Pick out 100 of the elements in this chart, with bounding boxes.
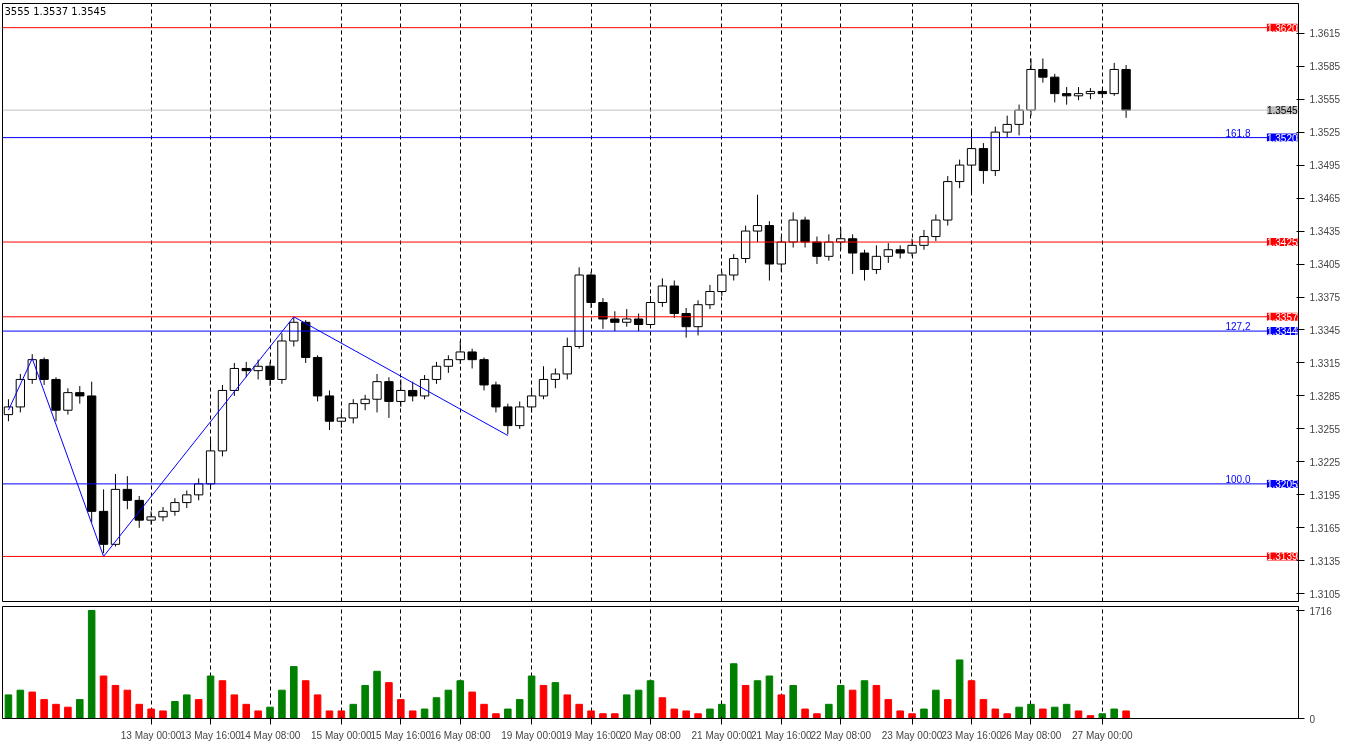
bar bbox=[670, 708, 679, 719]
bar bbox=[99, 675, 108, 719]
bar bbox=[658, 697, 667, 719]
bar bbox=[753, 680, 762, 719]
candlestick bbox=[752, 194, 763, 243]
bar bbox=[872, 684, 881, 719]
bar bbox=[860, 680, 869, 719]
y-tick-label: 1716 bbox=[1309, 605, 1333, 617]
candlestick bbox=[824, 233, 834, 262]
candlestick bbox=[859, 249, 870, 282]
candlestick bbox=[289, 316, 299, 347]
x-tick-label: 19 May 00:00 bbox=[501, 729, 563, 741]
y-tick-label: 1.3225 bbox=[1309, 456, 1341, 468]
bar bbox=[337, 710, 346, 719]
y-tick-label: 1.3585 bbox=[1309, 61, 1341, 73]
bar bbox=[1062, 703, 1071, 719]
bar bbox=[1098, 713, 1107, 719]
x-tick-label: 16 May 08:00 bbox=[429, 729, 491, 741]
ref-line-label: 1.3357 bbox=[1266, 311, 1298, 323]
candlestick bbox=[526, 389, 537, 413]
ref-line-label: 1.3344 bbox=[1266, 326, 1298, 338]
candlestick bbox=[408, 381, 418, 402]
ref-line-label: 1.3545 bbox=[1266, 105, 1298, 117]
x-tick-label: 13 May 00:00 bbox=[120, 729, 182, 741]
bar bbox=[28, 691, 36, 719]
bar bbox=[646, 680, 655, 719]
bar bbox=[1122, 710, 1130, 719]
bar bbox=[1110, 708, 1118, 719]
candlestick bbox=[610, 310, 620, 332]
x-tick-label: 21 May 00:00 bbox=[691, 729, 753, 741]
bar bbox=[884, 699, 893, 719]
candlestick bbox=[1014, 104, 1024, 136]
bar bbox=[147, 708, 155, 719]
ref-line-label: 1.3620 bbox=[1266, 22, 1298, 34]
candlestick bbox=[372, 373, 382, 413]
bar bbox=[16, 689, 25, 719]
bar bbox=[206, 675, 215, 719]
bar bbox=[408, 710, 417, 719]
bar bbox=[480, 703, 488, 719]
bar bbox=[1015, 706, 1023, 719]
bar bbox=[171, 701, 179, 719]
bar bbox=[183, 694, 191, 719]
y-tick-label: 1.3435 bbox=[1309, 226, 1341, 238]
x-tick-label: 14 May 08:00 bbox=[239, 729, 301, 741]
x-tick-label: 26 May 08:00 bbox=[1000, 729, 1062, 741]
bar bbox=[159, 710, 167, 719]
y-tick-label: 1.3525 bbox=[1309, 127, 1341, 139]
ref-line-label: 1.3425 bbox=[1266, 237, 1298, 249]
candlestick bbox=[931, 214, 941, 242]
bar bbox=[254, 710, 262, 719]
annotation: 3555 1.3537 1.3545 bbox=[4, 5, 107, 17]
bar bbox=[194, 699, 203, 719]
bar bbox=[432, 697, 441, 719]
bar bbox=[765, 675, 774, 719]
bar bbox=[932, 689, 940, 719]
y-tick-label: 1.3555 bbox=[1309, 94, 1341, 106]
candlestick bbox=[134, 495, 144, 529]
candlestick bbox=[360, 394, 370, 411]
bar bbox=[777, 694, 786, 719]
bar bbox=[373, 670, 381, 719]
bar bbox=[1027, 703, 1035, 719]
bar bbox=[955, 659, 964, 719]
bar bbox=[611, 713, 619, 719]
x-tick-label: 13 May 16:00 bbox=[180, 729, 242, 741]
bar bbox=[979, 699, 988, 719]
bar bbox=[718, 703, 726, 719]
y-tick-label: 1.3405 bbox=[1309, 259, 1341, 271]
bar bbox=[813, 713, 821, 719]
candlestick bbox=[384, 376, 394, 419]
bar bbox=[896, 710, 904, 719]
y-tick-label: 1.3615 bbox=[1309, 28, 1341, 40]
bar bbox=[385, 682, 393, 719]
bar bbox=[420, 708, 429, 719]
candlestick bbox=[550, 367, 561, 389]
candlestick bbox=[717, 271, 727, 297]
bar bbox=[836, 684, 845, 719]
bar bbox=[87, 610, 96, 719]
y-tick-label: 1.3345 bbox=[1309, 324, 1341, 336]
candlestick bbox=[645, 295, 656, 328]
bar bbox=[634, 689, 643, 719]
candlestick bbox=[729, 253, 739, 282]
x-tick-label: 27 May 00:00 bbox=[1072, 729, 1134, 741]
bar bbox=[313, 694, 322, 719]
bar bbox=[575, 703, 583, 719]
x-tick-label: 15 May 16:00 bbox=[370, 729, 432, 741]
bar bbox=[622, 694, 631, 719]
candlestick bbox=[657, 277, 668, 308]
candlestick bbox=[515, 400, 525, 430]
bar bbox=[694, 713, 702, 719]
candlestick bbox=[396, 378, 406, 408]
annotation: 127,2 bbox=[1225, 321, 1251, 333]
bar bbox=[741, 684, 750, 719]
candlestick bbox=[776, 236, 786, 273]
bar bbox=[123, 689, 132, 719]
bar bbox=[492, 713, 500, 719]
bar bbox=[563, 694, 572, 719]
bar bbox=[242, 703, 251, 719]
bar bbox=[290, 666, 298, 719]
bar bbox=[111, 684, 120, 719]
y-tick-label: 1.3105 bbox=[1309, 588, 1341, 600]
